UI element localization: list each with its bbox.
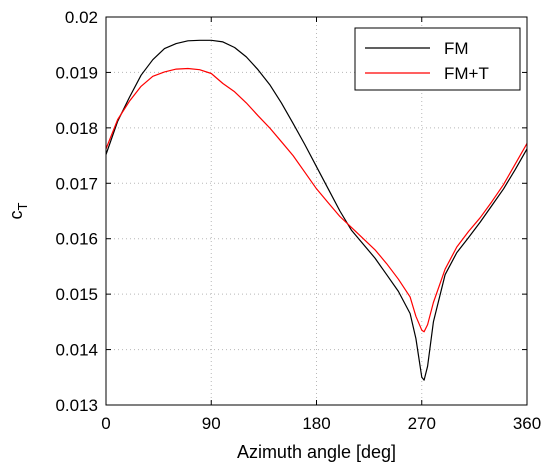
series-line-fm	[105, 39, 528, 381]
y-tick-label: 0.016	[55, 230, 98, 249]
tick-layer: 0 90 180 270 360 0.013 0.014 0.015 0.016 0.017 0.0…	[55, 8, 541, 433]
y-tick-label: 0.02	[65, 8, 98, 27]
y-axis-label-subscript: T	[15, 202, 30, 210]
legend: FM FM+T	[354, 27, 521, 91]
y-tick-label: 0.013	[55, 396, 98, 415]
y-tick-label: 0.017	[55, 174, 98, 193]
y-tick-label: 0.019	[55, 63, 98, 82]
y-axis-label: cT	[6, 202, 30, 219]
legend-label-fm: FM	[444, 39, 469, 58]
x-tick-label: 270	[408, 414, 436, 433]
x-tick-label: 360	[513, 414, 541, 433]
y-tick-label: 0.018	[55, 119, 98, 138]
series-line-fm-t	[105, 67, 528, 333]
y-axis-label-main: c	[6, 210, 26, 219]
x-tick-label: 90	[202, 414, 221, 433]
y-tick-label: 0.015	[55, 285, 98, 304]
x-tick-label: 0	[101, 414, 110, 433]
x-axis-label: Azimuth angle [deg]	[237, 442, 396, 462]
series-layer	[105, 39, 528, 381]
y-tick-label: 0.014	[55, 341, 98, 360]
legend-label-fm-t: FM+T	[444, 64, 489, 83]
legend-box	[354, 27, 521, 91]
x-tick-label: 180	[302, 414, 330, 433]
